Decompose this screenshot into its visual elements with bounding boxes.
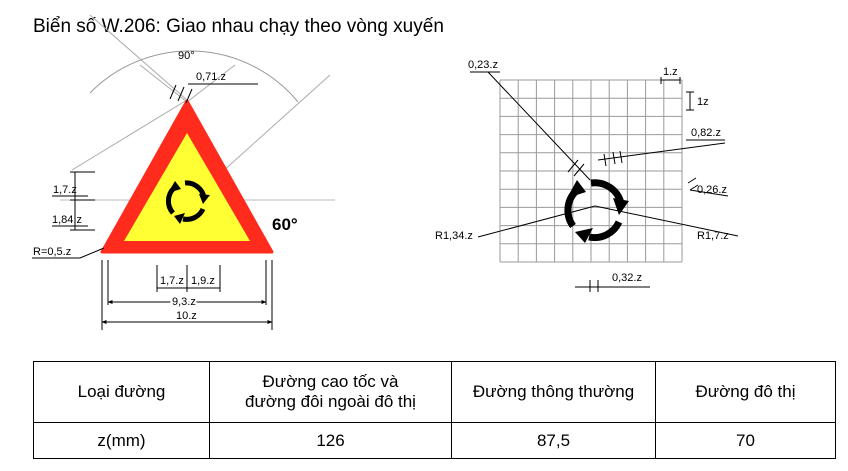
- header-highway-line1: Đường cao tốc và: [262, 372, 399, 391]
- cell-highway-value: 126: [209, 422, 452, 459]
- header-normal-road: Đường thông thường: [451, 361, 656, 423]
- construction-grid: [499, 79, 683, 263]
- construction-line-right: [221, 74, 331, 173]
- table-row: z(mm) 126 87,5 70: [33, 422, 836, 459]
- header-urban-road: Đường đô thị: [655, 361, 836, 423]
- header-highway: Đường cao tốc và đường đôi ngoài đô thị: [209, 361, 452, 423]
- label-angle-90: 90°: [178, 50, 195, 62]
- label-026: 0,26.z: [697, 184, 727, 196]
- label-r134: R1,34.z: [435, 230, 473, 242]
- construction-line-left2: [71, 99, 188, 171]
- cell-normal-value: 87,5: [451, 422, 656, 459]
- label-023: 0,23.z: [468, 59, 498, 71]
- label-h1: 1,7.z: [53, 184, 77, 196]
- label-inner-width: 9,3.z: [172, 296, 196, 308]
- label-r17: R1,7.z: [697, 230, 729, 242]
- label-032: 0,32.z: [612, 272, 642, 284]
- label-top-edge: 0,71.z: [196, 71, 226, 83]
- label-grid-unit-v: 1z: [697, 96, 709, 108]
- triangle-fill: [124, 133, 250, 241]
- cell-z-label: z(mm): [33, 422, 210, 459]
- label-angle-60: 60°: [272, 215, 298, 234]
- roundabout-symbol-right: [564, 179, 629, 243]
- left-sign-figure: 90° 0,71.z 1,7.z 1,84.z R=0,5.z 60° 1,7.…: [32, 14, 335, 330]
- page-title: Biển số W.206: Giao nhau chạy theo vòng …: [33, 16, 444, 37]
- table-header-row: Loại đường Đường cao tốc và đường đôi ng…: [33, 361, 836, 423]
- header-highway-line2: đường đôi ngoài đô thị: [245, 392, 416, 411]
- label-grid-unit-h: 1.z: [663, 66, 678, 78]
- right-construction-figure: 0,23.z 1.z 1z 0,82.z 0,26.z R1,34.z R1,7…: [435, 59, 739, 292]
- label-w1: 1,7.z: [160, 275, 184, 287]
- label-082: 0,82.z: [691, 127, 721, 139]
- sign-diagram: 90° 0,71.z 1,7.z 1,84.z R=0,5.z 60° 1,7.…: [32, 14, 739, 330]
- angle-arc: [89, 50, 299, 103]
- header-road-type: Loại đường: [33, 361, 210, 423]
- construction-line-left: [89, 14, 188, 101]
- z-value-table: Loại đường Đường cao tốc và đường đôi ng…: [33, 361, 836, 459]
- label-outer-width: 10.z: [176, 310, 197, 322]
- label-w2: 1,9.z: [191, 275, 215, 287]
- label-radius: R=0,5.z: [33, 246, 71, 258]
- roundabout-symbol-left: [165, 180, 210, 224]
- label-h2: 1,84.z: [52, 214, 82, 226]
- cell-urban-value: 70: [655, 422, 836, 459]
- construction-line-a: [139, 64, 188, 103]
